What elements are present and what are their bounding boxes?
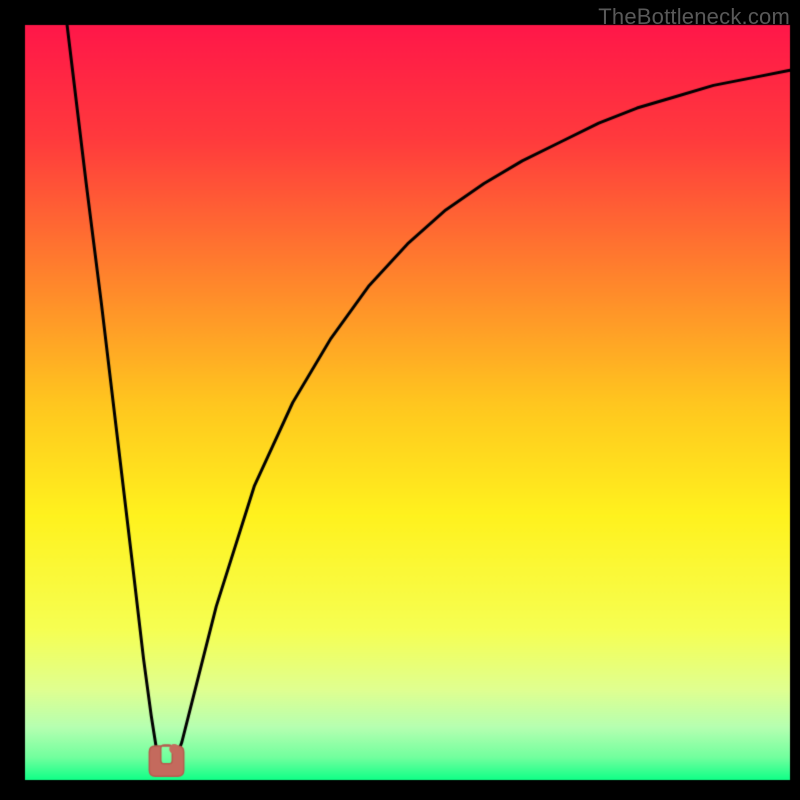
bottleneck-curve-chart	[0, 0, 800, 800]
watermark-text: TheBottleneck.com	[598, 4, 790, 30]
chart-container: TheBottleneck.com	[0, 0, 800, 800]
